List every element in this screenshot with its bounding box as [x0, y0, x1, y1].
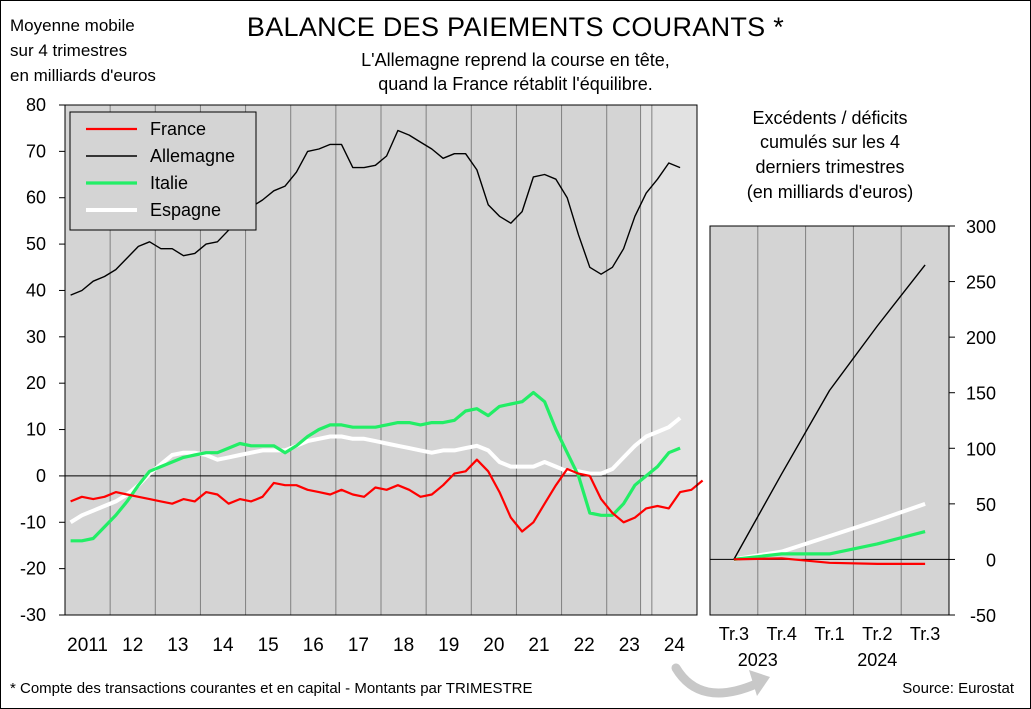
cum-series-line-allemagne — [733, 264, 926, 560]
cum-y-tick-label: -50 — [970, 606, 996, 626]
y-tick-label: 70 — [26, 141, 46, 161]
x-tick-label: 2011 — [67, 635, 108, 656]
y-tick-label: 40 — [26, 280, 46, 300]
cumulative-chart: -50 0 50 100 150 200 250 300 Tr.3 Tr.4 Tr.1 Tr.2 Tr.… — [709, 217, 996, 670]
right-title-line-4: (en milliards d'euros) — [746, 182, 914, 202]
x-tick-label: 21 — [528, 635, 549, 656]
y-tick-label: 80 — [26, 95, 46, 115]
y-tick-label: 10 — [26, 420, 46, 440]
cum-y-tick-label: 150 — [966, 384, 996, 404]
legend-label: France — [150, 119, 206, 139]
cum-plot-border — [709, 225, 950, 616]
y-tick-label: 60 — [26, 188, 46, 208]
cum-x-tick-label: Tr.3 — [910, 624, 940, 644]
legend-label: Italie — [150, 173, 188, 193]
plot-border — [64, 104, 698, 616]
x-tick-label: 22 — [574, 635, 595, 656]
cum-y-tick-label: 250 — [966, 273, 996, 293]
unit-label-line-3: en milliards d'euros — [10, 66, 156, 85]
y-tick-label: -10 — [20, 512, 46, 532]
chart-title: BALANCE DES PAIEMENTS COURANTS * — [246, 12, 785, 42]
cum-year-label: 2024 — [857, 650, 897, 670]
main-chart: -30 -20 -10 0 10 20 30 40 50 60 70 80 2011 12 13 14 15 16… — [20, 95, 704, 656]
y-tick-label: 50 — [26, 234, 46, 254]
series-line-italie — [70, 390, 681, 543]
x-tick-label: 15 — [258, 635, 279, 656]
arrow-icon — [671, 663, 770, 698]
unit-label-line-1: Moyenne mobile — [10, 16, 135, 35]
legend-label: Allemagne — [150, 146, 235, 166]
y-tick-label: 0 — [36, 466, 46, 486]
cum-y-tick-label: 200 — [966, 328, 996, 348]
cum-plot-area — [710, 226, 949, 615]
subtitle-line-2: quand la France rétablit l'équilibre. — [378, 74, 653, 94]
x-tick-label: 18 — [393, 635, 414, 656]
right-title-line-3: derniers trimestres — [755, 157, 905, 177]
y-tick-label: -30 — [20, 605, 46, 625]
source-label: Source: Eurostat — [902, 680, 1014, 697]
unit-label-line-2: sur 4 trimestres — [10, 41, 128, 60]
x-tick-label: 19 — [438, 635, 459, 656]
x-tick-label: 13 — [167, 635, 188, 656]
cum-y-tick-label: 100 — [966, 439, 996, 459]
legend-label: Espagne — [150, 200, 221, 220]
cum-y-tick-label: 50 — [976, 495, 996, 515]
cum-series-line-italie — [733, 530, 926, 561]
x-tick-label: 16 — [303, 635, 324, 656]
arrow-shaft — [671, 663, 761, 698]
cum-x-tick-label: Tr.4 — [767, 624, 797, 644]
subtitle-line-1: L'Allemagne reprend la course en tête, — [361, 50, 670, 70]
x-tick-label: 17 — [348, 635, 369, 656]
series-line-espagne — [69, 416, 682, 525]
footnote: * Compte des transactions courantes et e… — [10, 680, 533, 697]
x-tick-label: 24 — [664, 635, 686, 656]
series-line-france — [70, 458, 704, 533]
series-line-allemagne — [70, 129, 681, 296]
cum-series-line-france — [733, 557, 926, 566]
cum-y-tick-label: 0 — [986, 550, 996, 570]
arrow-head — [749, 670, 770, 696]
x-tick-label: 12 — [122, 635, 143, 656]
cum-year-label: 2023 — [738, 650, 778, 670]
y-tick-label: -20 — [20, 559, 46, 579]
legend: France Allemagne Italie Espagne — [69, 111, 257, 231]
cum-x-tick-label: Tr.2 — [862, 624, 892, 644]
highlight-region — [640, 105, 697, 615]
cum-x-tick-label: Tr.1 — [814, 624, 844, 644]
y-tick-label: 30 — [26, 327, 46, 347]
right-title-line-2: cumulés sur les 4 — [759, 132, 901, 152]
y-tick-label: 20 — [26, 373, 46, 393]
right-title-line-1: Excédents / déficits — [752, 108, 908, 128]
x-tick-label: 20 — [483, 635, 504, 656]
cum-y-tick-label: 300 — [966, 217, 996, 237]
x-tick-label: 23 — [619, 635, 640, 656]
x-tick-label: 14 — [212, 635, 234, 656]
cum-x-tick-label: Tr.3 — [719, 624, 749, 644]
